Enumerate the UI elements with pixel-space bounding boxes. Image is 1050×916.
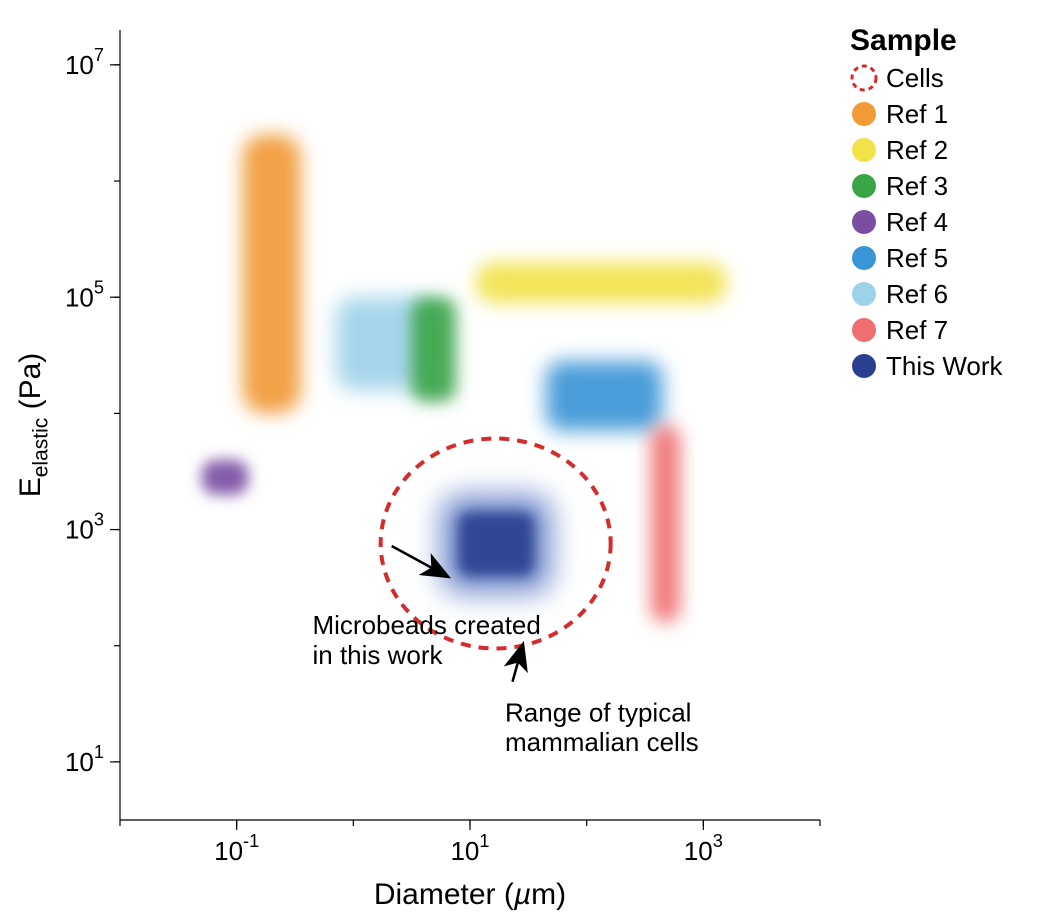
blob-ref5 xyxy=(546,361,663,431)
chart-container: 10-1101103101103105107Diameter (µm)Eelas… xyxy=(0,0,1050,916)
blob-ref3 xyxy=(412,297,456,402)
legend-label-ref4: Ref 4 xyxy=(886,207,948,237)
legend-swatch-ref4 xyxy=(852,210,876,234)
blob-ref7 xyxy=(651,425,680,623)
blob-thiswork xyxy=(458,512,534,576)
scatter-chart: 10-1101103101103105107Diameter (µm)Eelas… xyxy=(0,0,1050,916)
legend-label-ref6: Ref 6 xyxy=(886,279,948,309)
annotation-range-cells: Range of typicalmammalian cells xyxy=(505,697,699,757)
legend-title: Sample xyxy=(850,24,957,57)
legend-label-ref1: Ref 1 xyxy=(886,99,948,129)
legend-swatch-ref2 xyxy=(852,138,876,162)
legend-label-cells: Cells xyxy=(886,63,944,93)
x-axis-label: Diameter (µm) xyxy=(374,878,566,911)
legend-swatch-ref7 xyxy=(852,318,876,342)
legend-label-ref7: Ref 7 xyxy=(886,315,948,345)
legend-swatch-ref5 xyxy=(852,246,876,270)
legend-swatch-thiswork xyxy=(852,354,876,378)
legend-swatch-ref6 xyxy=(852,282,876,306)
legend-label-ref3: Ref 3 xyxy=(886,171,948,201)
blob-ref4 xyxy=(202,460,249,495)
legend-label-ref5: Ref 5 xyxy=(886,243,948,273)
legend-label-thiswork: This Work xyxy=(886,351,1004,381)
legend-swatch-ref3 xyxy=(852,174,876,198)
legend-label-ref2: Ref 2 xyxy=(886,135,948,165)
blob-ref1 xyxy=(243,135,301,414)
blob-ref2 xyxy=(476,262,727,303)
legend-swatch-ref1 xyxy=(852,102,876,126)
